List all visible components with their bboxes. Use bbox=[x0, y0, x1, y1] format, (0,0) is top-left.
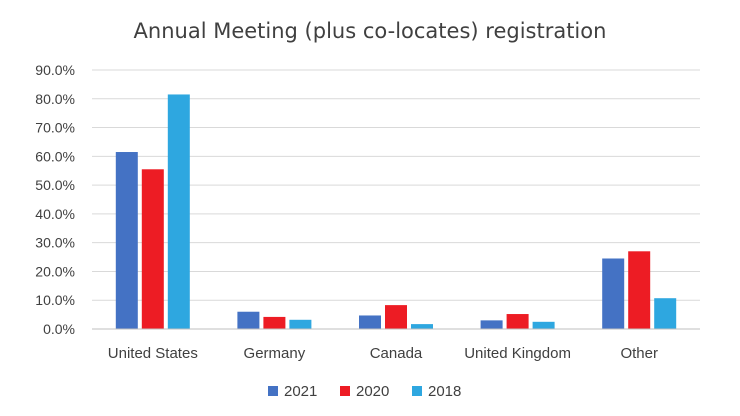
y-tick-label: 0.0% bbox=[43, 321, 75, 337]
bar-2018-other bbox=[654, 298, 677, 329]
x-category-label: Canada bbox=[370, 345, 423, 362]
x-category-label: Germany bbox=[244, 345, 306, 362]
x-category-label: Other bbox=[620, 345, 658, 362]
y-tick-label: 40.0% bbox=[35, 206, 75, 222]
x-axis-category-labels: United States Germany Canada United Kingdom… bbox=[108, 345, 658, 362]
y-tick-label: 10.0% bbox=[35, 292, 75, 308]
bar-2021-united-states bbox=[115, 152, 138, 329]
chart-title: Annual Meeting (plus co-locates) registr… bbox=[134, 19, 607, 43]
bar-2020-united-kingdom bbox=[506, 314, 529, 329]
x-category-label: United States bbox=[108, 345, 198, 362]
bar-2018-united-kingdom bbox=[532, 321, 555, 329]
y-tick-label: 60.0% bbox=[35, 148, 75, 164]
y-axis-tick-labels: 0.0% 10.0% 20.0% 30.0% 40.0% 50.0% 60.0% 70.0% 8… bbox=[35, 62, 75, 337]
bar-2020-germany bbox=[263, 316, 286, 329]
bar-2018-united-states bbox=[167, 94, 190, 329]
x-category-label: United Kingdom bbox=[464, 345, 571, 362]
y-tick-label: 70.0% bbox=[35, 120, 75, 136]
legend-swatch-2020 bbox=[340, 386, 350, 396]
bar-2021-united-kingdom bbox=[480, 320, 503, 329]
bar-2018-germany bbox=[289, 319, 312, 329]
bar-2021-canada bbox=[359, 315, 381, 329]
legend: 2021 2020 2018 bbox=[268, 383, 461, 400]
legend-label: 2021 bbox=[284, 383, 317, 400]
bar-2020-other bbox=[628, 251, 651, 329]
bar-2021-other bbox=[602, 258, 625, 329]
y-tick-label: 30.0% bbox=[35, 235, 75, 251]
legend-swatch-2021 bbox=[268, 386, 278, 396]
bar-2020-canada bbox=[385, 305, 407, 329]
bar-2018-canada bbox=[411, 324, 433, 329]
bar-2021-germany bbox=[237, 311, 260, 329]
legend-label: 2020 bbox=[356, 383, 389, 400]
y-tick-label: 20.0% bbox=[35, 263, 75, 279]
legend-swatch-2018 bbox=[412, 386, 422, 396]
gridlines bbox=[92, 69, 700, 301]
bar-2020-united-states bbox=[141, 169, 164, 329]
y-tick-label: 50.0% bbox=[35, 177, 75, 193]
y-tick-label: 90.0% bbox=[35, 62, 75, 78]
bars bbox=[115, 94, 677, 329]
y-tick-label: 80.0% bbox=[35, 91, 75, 107]
legend-label: 2018 bbox=[428, 383, 461, 400]
